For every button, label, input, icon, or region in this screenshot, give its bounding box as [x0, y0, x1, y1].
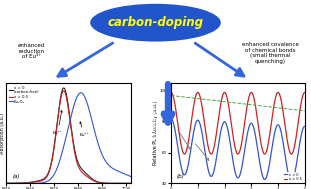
Eu₂O₃: [26, 182, 30, 184]
x = 0
(carbon-free): [88, 176, 91, 178]
Ellipse shape: [90, 4, 221, 42]
Text: Eu²⁺: Eu²⁺: [53, 111, 63, 135]
Line: x = 0.5: x = 0.5: [6, 91, 131, 183]
x = 0.5: [26, 182, 30, 184]
Legend: x = 0, x = 0.5: x = 0, x = 0.5: [283, 172, 303, 182]
Eu₂O₃: [4, 182, 8, 184]
x = 0
(carbon-free): [98, 181, 102, 184]
Legend: x = 0
(carbon-free), x = 0.5, Eu₂O₃: x = 0 (carbon-free), x = 0.5, Eu₂O₃: [8, 85, 40, 105]
x = 0.5: [62, 90, 66, 92]
x = 0.5: [98, 182, 102, 184]
x = 0.5: [4, 182, 8, 184]
Line: x = 0
(carbon-free): x = 0 (carbon-free): [6, 88, 131, 183]
Text: carbon-doping: carbon-doping: [108, 16, 203, 29]
Text: enhanced
reduction
of Eu³⁺: enhanced reduction of Eu³⁺: [17, 43, 45, 59]
Text: (b): (b): [176, 174, 184, 179]
x = 0
(carbon-free): [26, 181, 30, 184]
Line: Eu₂O₃: Eu₂O₃: [6, 93, 131, 183]
Eu₂O₃: [36, 182, 40, 184]
x = 0
(carbon-free): [78, 165, 81, 167]
x = 0
(carbon-free): [61, 88, 64, 91]
Y-axis label: Relative PL Intensity (a.u.): Relative PL Intensity (a.u.): [153, 101, 158, 165]
Y-axis label: Absorption (a.u.): Absorption (a.u.): [0, 113, 5, 154]
Eu₂O₃: [61, 150, 64, 152]
Eu₂O₃: [98, 148, 102, 151]
x = 0
(carbon-free): [4, 182, 8, 184]
x = 0.5: [88, 177, 91, 179]
x = 0.5: [61, 91, 64, 93]
Eu₂O₃: [88, 110, 91, 112]
Text: enhanced covalence
of chemical bonds
(small thermal
quenching): enhanced covalence of chemical bonds (sm…: [242, 42, 299, 64]
Text: (a): (a): [12, 174, 20, 179]
Eu₂O₃: [79, 91, 83, 94]
x = 0.5: [36, 180, 40, 183]
Text: Eu³⁺: Eu³⁺: [79, 122, 89, 137]
x = 0
(carbon-free): [62, 87, 66, 89]
x = 0.5: [129, 182, 132, 184]
Eu₂O₃: [78, 92, 81, 94]
x = 0.5: [78, 168, 81, 170]
x = 0
(carbon-free): [129, 182, 132, 184]
x = 0
(carbon-free): [36, 180, 40, 182]
Text: enhanced thermal
degradation: enhanced thermal degradation: [152, 81, 162, 135]
Eu₂O₃: [129, 175, 132, 178]
